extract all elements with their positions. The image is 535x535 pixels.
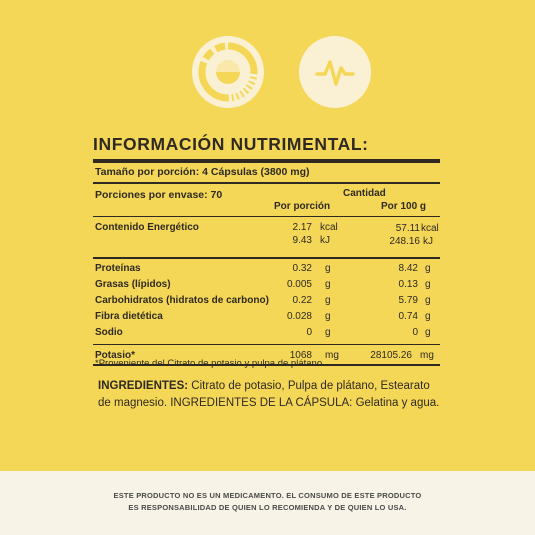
- nutrient-row: Carbohidratos (hidratos de carbono) 0.22 g…: [93, 292, 440, 308]
- nutrient-row: Fibra dietética 0.028 g 0.74 g: [93, 308, 440, 324]
- nutrients-rule: [93, 343, 440, 345]
- potassium-100g: 28105.26: [370, 350, 412, 361]
- nutrition-title: INFORMACIÓN NUTRIMENTAL:: [93, 134, 369, 154]
- nutrient-row: Grasas (lípidos) 0.005 g 0.13 g: [93, 276, 440, 292]
- nutrient-label: Proteínas: [95, 262, 141, 274]
- energy-row: Contenido Energético 2.17 kcal 57.11 kca…: [93, 217, 440, 257]
- serving-size: Tamaño por porción: 4 Cápsulas (3800 mg): [95, 166, 310, 178]
- nutrient-serving-unit: g: [325, 294, 331, 306]
- ingredients-text: Citrato de potasio, Pulpa de plátano, Es…: [98, 380, 440, 409]
- nutrient-label: Fibra dietética: [95, 310, 163, 322]
- potassium-row: Potasio* 1068 mg 28105.26 mg: [93, 345, 440, 364]
- header-rule: [93, 215, 440, 217]
- ingredients: INGREDIENTES: Citrato de potasio, Pulpa …: [98, 378, 443, 412]
- nutrient-serving-value: 0.028: [286, 310, 312, 322]
- nutrient-100g-unit: g: [425, 262, 431, 274]
- nutrient-serving-unit: g: [325, 262, 331, 274]
- nutrient-100g-value: 0: [412, 326, 418, 338]
- nutrient-label: Grasas (lípidos): [95, 278, 171, 290]
- digestion-progress-icon: [192, 36, 264, 108]
- title-rule: [93, 159, 440, 163]
- nutrient-100g-value: 8.42: [398, 262, 418, 274]
- nutrient-100g-unit: g: [425, 310, 431, 322]
- cantidad-header: Cantidad: [343, 187, 386, 199]
- servings-header-row: Porciones por envase: 70 Cantidad Por po…: [93, 184, 440, 216]
- nutrient-row: Proteínas 0.32 g 8.42 g: [93, 260, 440, 276]
- nutrient-label: Sodio: [95, 326, 123, 338]
- potassium-label: Potasio*: [95, 350, 136, 361]
- energy-kcal-unit-100g: kcal: [421, 223, 439, 234]
- nutrient-serving-unit: g: [325, 310, 331, 322]
- energy-kj-unit-100g: kJ: [423, 236, 433, 247]
- nutrient-serving-value: 0.005: [286, 278, 312, 290]
- nutrient-serving-unit: g: [325, 326, 331, 338]
- per-100g-header: Por 100 g: [381, 200, 427, 212]
- potassium-unit: mg: [325, 350, 339, 361]
- energy-label: Contenido Energético: [95, 222, 199, 233]
- potassium-unit-100g: mg: [420, 350, 434, 361]
- potassium-serving: 1068: [289, 350, 312, 361]
- nutrient-serving-unit: g: [325, 278, 331, 290]
- potassium-rule: [93, 364, 440, 366]
- disclaimer-bar: ESTE PRODUCTO NO ES UN MEDICAMENTO. EL C…: [0, 471, 535, 535]
- nutrient-100g-unit: g: [425, 326, 431, 338]
- nutrient-100g-value: 5.79: [398, 294, 418, 306]
- heartbeat-pulse-icon: [299, 36, 371, 108]
- nutrient-serving-value: 0.32: [292, 262, 312, 274]
- footnote: *Proveniente del Citrato de potasio y pu…: [95, 358, 325, 369]
- serving-rule: [93, 182, 440, 184]
- nutrient-row: Sodio 0 g 0 g: [93, 324, 440, 340]
- nutrient-100g-value: 0.74: [398, 310, 418, 322]
- nutrient-rows: Proteínas 0.32 g 8.42 g Grasas (lípidos) 0.005…: [93, 259, 440, 340]
- ingredients-heading: INGREDIENTES:: [98, 380, 189, 392]
- energy-kcal-serving: 2.17: [292, 222, 312, 233]
- nutrient-100g-unit: g: [425, 278, 431, 290]
- nutrient-100g-unit: g: [425, 294, 431, 306]
- energy-kj-unit: kJ: [320, 235, 330, 246]
- servings-per-container: Porciones por envase: 70: [95, 188, 223, 201]
- nutrient-label: Carbohidratos (hidratos de carbono): [95, 294, 269, 306]
- nutrient-100g-value: 0.13: [398, 278, 418, 290]
- nutrition-facts-panel: INFORMACIÓN NUTRIMENTAL: Tamaño por porc…: [93, 133, 440, 366]
- energy-kcal-unit: kcal: [320, 222, 338, 233]
- energy-kj-serving: 9.43: [292, 235, 312, 246]
- energy-kj-100g: 248.16: [389, 236, 420, 247]
- nutrient-serving-value: 0: [306, 326, 312, 338]
- energy-kcal-100g: 57.11: [395, 223, 420, 234]
- per-serving-header: Por porción: [274, 200, 331, 212]
- energy-rule: [93, 257, 440, 259]
- nutrient-serving-value: 0.22: [292, 294, 312, 306]
- disclaimer-line-1: ESTE PRODUCTO NO ES UN MEDICAMENTO. EL C…: [113, 491, 422, 500]
- disclaimer-line-2: ES RESPONSABILIDAD DE QUIEN LO RECOMIEND…: [128, 503, 407, 512]
